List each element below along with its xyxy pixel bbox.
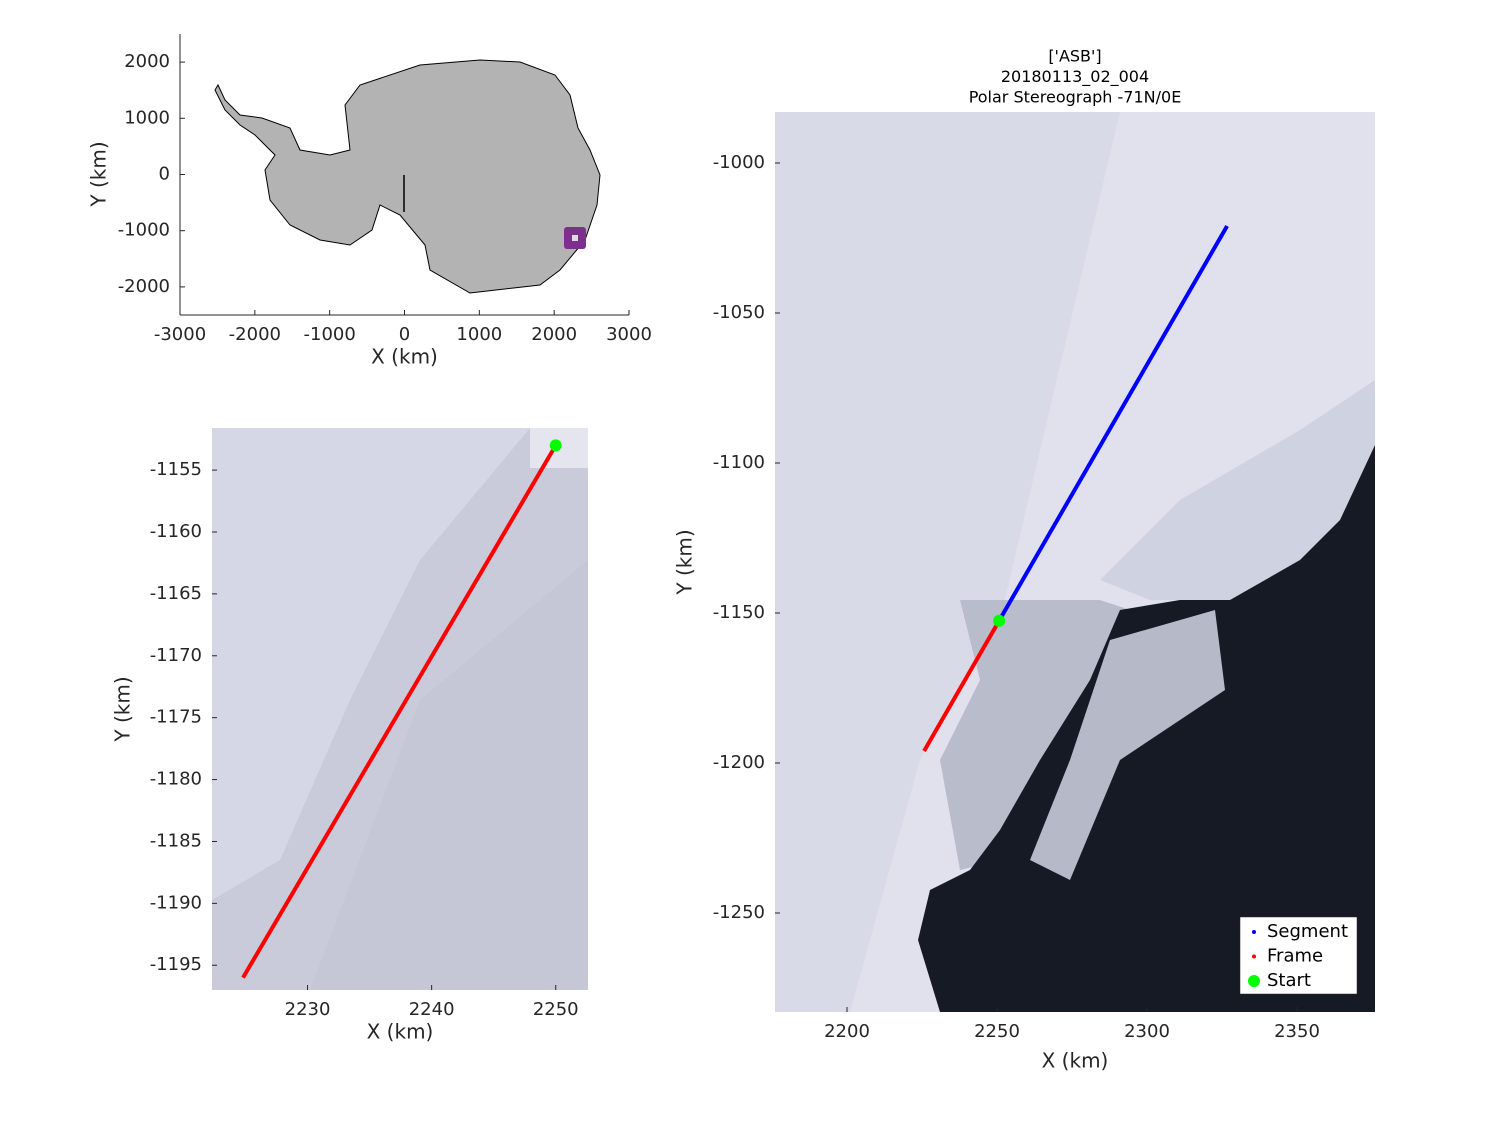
- x-tick-label: 2300: [1124, 1021, 1170, 1042]
- x-tick-label: 2000: [531, 324, 577, 345]
- y-tick-label: -1050: [713, 302, 765, 323]
- start-marker: [993, 614, 1006, 627]
- x-tick-label: 3000: [606, 324, 652, 345]
- x-tick-label: 0: [399, 324, 410, 345]
- y-tick-label: -1155: [150, 459, 202, 480]
- x-tick-label: -1000: [304, 324, 356, 345]
- y-tick-label: -1180: [150, 769, 202, 790]
- y-tick-label: -1100: [713, 452, 765, 473]
- legend-swatch: [1248, 975, 1260, 987]
- imagery-left: [212, 428, 588, 990]
- flight-line: [241, 444, 558, 979]
- antarctica-land: [214, 59, 601, 294]
- region-marker-inner: [572, 235, 578, 241]
- x-tick-label: 2350: [1274, 1021, 1320, 1042]
- x-tick-label: -3000: [154, 324, 206, 345]
- x-tick-label: 2250: [533, 999, 579, 1020]
- start-marker: [549, 439, 562, 452]
- y-tick-label: -1150: [713, 602, 765, 623]
- x-tick-label: 2200: [824, 1021, 870, 1042]
- y-tick-label: -1195: [150, 954, 202, 975]
- legend-label: Segment: [1267, 921, 1348, 942]
- y-tick-label: -1165: [150, 583, 202, 604]
- y-tick-label: 1000: [124, 107, 170, 128]
- legend-swatch: [1252, 954, 1256, 959]
- chart-title: 20180113_02_004: [1001, 67, 1149, 87]
- y-tick-label: -1175: [150, 707, 202, 728]
- y-axis-label: Y (km): [673, 529, 697, 595]
- legend-label: Frame: [1267, 946, 1323, 967]
- y-axis-label: Y (km): [87, 141, 111, 207]
- x-tick-label: 2250: [974, 1021, 1020, 1042]
- y-tick-label: -1200: [713, 752, 765, 773]
- y-tick-label: -2000: [118, 276, 170, 297]
- y-tick-label: -1000: [713, 152, 765, 173]
- legend-label: Start: [1267, 970, 1311, 991]
- y-tick-label: 2000: [124, 51, 170, 72]
- y-tick-label: -1185: [150, 830, 202, 851]
- y-tick-label: -1000: [118, 220, 170, 241]
- x-axis-label: X (km): [367, 1020, 434, 1044]
- x-tick-label: 2240: [409, 999, 455, 1020]
- y-tick-label: -1250: [713, 902, 765, 923]
- chart-title: Polar Stereograph -71N/0E: [969, 88, 1182, 107]
- legend-swatch: [1252, 930, 1256, 934]
- y-tick-label: -1170: [150, 645, 202, 666]
- flight-line: [997, 224, 1229, 622]
- x-tick-label: 1000: [456, 324, 502, 345]
- y-tick-label: -1190: [150, 892, 202, 913]
- imagery-right: [775, 112, 1375, 1012]
- x-tick-label: 2230: [285, 999, 331, 1020]
- legend: Segment Frame Start: [1239, 916, 1358, 995]
- y-axis-label: Y (km): [111, 676, 135, 742]
- y-tick-label: -1160: [150, 521, 202, 542]
- x-tick-label: -2000: [229, 324, 281, 345]
- x-axis-label: X (km): [1042, 1049, 1109, 1073]
- x-axis-label: X (km): [371, 345, 438, 369]
- chart-title: ['ASB']: [1048, 47, 1101, 66]
- y-tick-label: 0: [159, 164, 170, 185]
- flight-line: [922, 619, 1001, 752]
